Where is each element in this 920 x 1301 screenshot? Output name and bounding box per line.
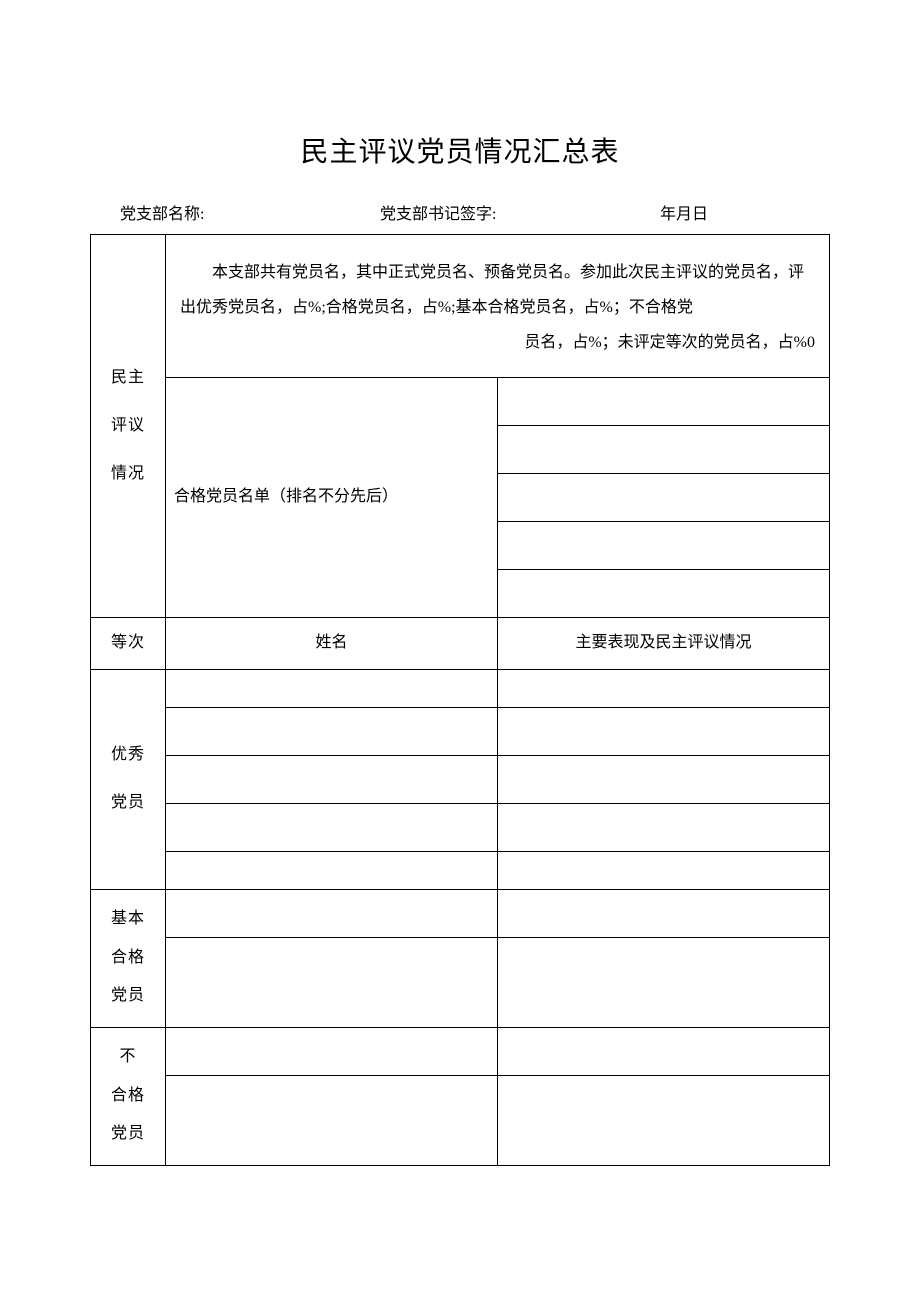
excellent-perf-2 (498, 707, 830, 755)
date-label: 年月日 (660, 200, 820, 224)
excellent-perf-5 (498, 851, 830, 889)
qualified-cell-1 (498, 377, 830, 425)
side-text-1: 民主 (93, 354, 163, 402)
qualified-cell-3 (498, 473, 830, 521)
basic-text-2: 合格 (93, 939, 163, 977)
excellent-text-2: 党员 (93, 779, 163, 827)
header-row: 党支部名称: 党支部书记签字: 年月日 (90, 200, 830, 230)
col-header-performance: 主要表现及民主评议情况 (498, 617, 830, 669)
secretary-label: 党支部书记签字: (380, 200, 660, 224)
branch-label: 党支部名称: (120, 200, 380, 224)
group-unqualified: 不 合格 党员 (91, 1027, 166, 1165)
unq-text-3: 党员 (93, 1115, 163, 1153)
desc-line2: 员名，占%；未评定等次的党员名，占%0 (180, 325, 815, 360)
unq-perf-2 (498, 1075, 830, 1165)
excellent-perf-4 (498, 803, 830, 851)
basic-text-3: 党员 (93, 977, 163, 1015)
unq-perf-1 (498, 1027, 830, 1075)
basic-perf-2 (498, 937, 830, 1027)
summary-description: 本支部共有党员名，其中正式党员名、预备党员名。参加此次民主评议的党员名，评出优秀… (166, 235, 830, 378)
group-excellent: 优秀 党员 (91, 669, 166, 889)
excellent-name-4 (166, 803, 498, 851)
excellent-name-2 (166, 707, 498, 755)
qualified-cell-4 (498, 521, 830, 569)
group-basic: 基本 合格 党员 (91, 889, 166, 1027)
desc-line1: 本支部共有党员名，其中正式党员名、预备党员名。参加此次民主评议的党员名，评出优秀… (180, 264, 804, 316)
side-text-2: 评议 (93, 402, 163, 450)
section1-side-label: 民主 评议 情况 (91, 235, 166, 618)
unq-name-2 (166, 1075, 498, 1165)
page-title: 民主评议党员情况汇总表 (90, 130, 830, 170)
basic-name-1 (166, 889, 498, 937)
excellent-name-3 (166, 755, 498, 803)
excellent-name-5 (166, 851, 498, 889)
excellent-text-1: 优秀 (93, 731, 163, 779)
unq-name-1 (166, 1027, 498, 1075)
unq-text-2: 合格 (93, 1077, 163, 1115)
summary-table: 民主 评议 情况 本支部共有党员名，其中正式党员名、预备党员名。参加此次民主评议… (90, 234, 830, 1166)
col-header-level: 等次 (91, 617, 166, 669)
side-text-3: 情况 (93, 450, 163, 498)
basic-perf-1 (498, 889, 830, 937)
basic-text-1: 基本 (93, 900, 163, 938)
qualified-cell-5 (498, 569, 830, 617)
unq-text-1: 不 (93, 1038, 163, 1076)
excellent-perf-1 (498, 669, 830, 707)
col-header-name: 姓名 (166, 617, 498, 669)
excellent-perf-3 (498, 755, 830, 803)
qualified-list-label: 合格党员名单（排名不分先后） (166, 377, 498, 617)
basic-name-2 (166, 937, 498, 1027)
qualified-cell-2 (498, 425, 830, 473)
excellent-name-1 (166, 669, 498, 707)
